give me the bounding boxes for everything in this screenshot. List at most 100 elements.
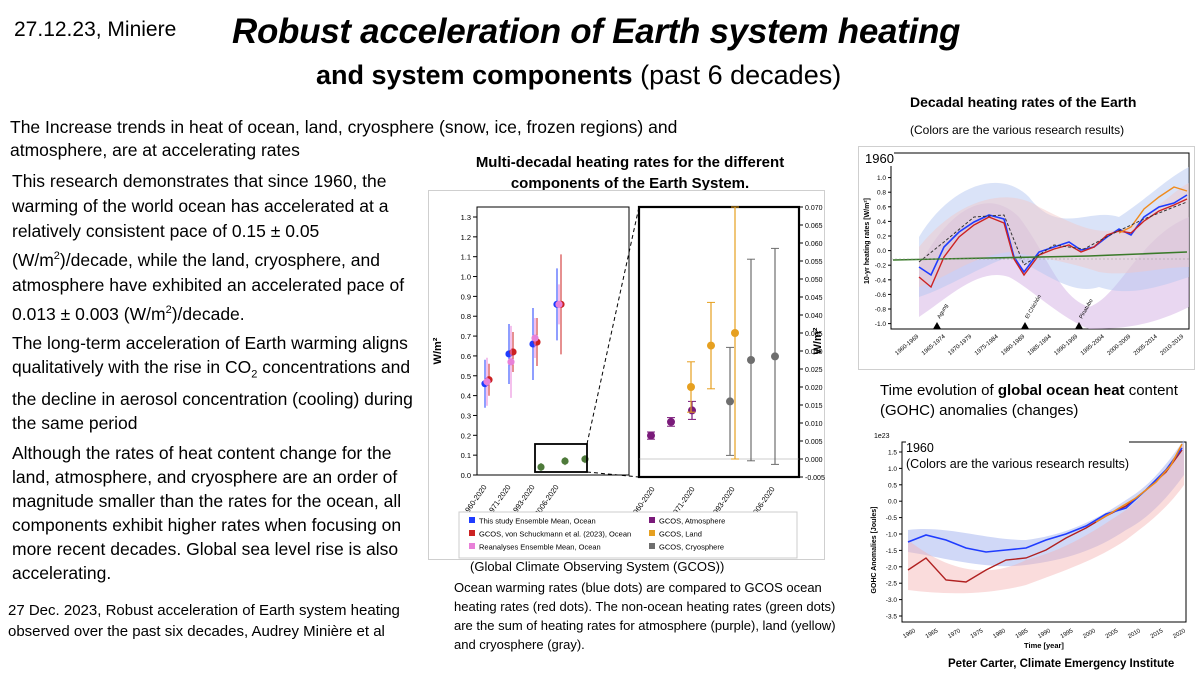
left-ytick-label: 0.4 xyxy=(461,392,471,401)
slide-title: Robust acceleration of Earth system heat… xyxy=(232,12,961,51)
decadal-line-dashed xyxy=(918,201,1188,266)
left-ytick-label: 0.0 xyxy=(461,471,471,480)
right-point xyxy=(687,383,695,391)
decadal-line-ocean xyxy=(918,194,1188,277)
zoom-line-bottom xyxy=(586,471,640,478)
left-ytick-label: 1.1 xyxy=(461,253,471,262)
volcano-marker-icon xyxy=(933,322,941,329)
legend-swatch xyxy=(469,517,475,523)
gohc-xtick-label: 2000 xyxy=(1082,628,1097,640)
right-ytick-label: 0.010 xyxy=(805,421,823,428)
gohc-xtick-label: 1970 xyxy=(947,628,962,640)
gohc-xtick-label: 2020 xyxy=(1172,628,1187,640)
legend-label: GCOS, Land xyxy=(659,530,702,539)
gohc-chart: 1e23 1.5 1.0 0.5 0.0 -0.5 -1.0 -1.5 -2.0 -2.5 -3.… xyxy=(871,433,1187,650)
gohc-xtick-label: 2015 xyxy=(1150,628,1165,640)
decadal-band-red xyxy=(919,183,1189,287)
gohc-xtick-label: 1995 xyxy=(1060,628,1075,640)
center-caption: Ocean warming rates (blue dots) are comp… xyxy=(454,580,836,652)
decadal-year-label: 1960 xyxy=(865,151,894,166)
decadal-ytick-label: 0.0 xyxy=(877,248,886,255)
gohc-xtick-label: 1990 xyxy=(1037,628,1052,640)
right-point xyxy=(667,417,675,426)
left-ytick-label: 1.3 xyxy=(461,213,471,222)
p1-c: )/decade. xyxy=(171,303,245,324)
p2-b: concentrations and the decline in aeroso… xyxy=(12,357,413,433)
decadal-xtick-label: 1965-1974 xyxy=(921,334,947,357)
legend-swatch xyxy=(649,543,655,549)
intro-text: The Increase trends in heat of ocean, la… xyxy=(10,117,678,160)
p1-b: )/decade, while the land, cryosphere, an… xyxy=(12,249,405,324)
right-ytick-label: 0.000 xyxy=(805,457,823,464)
gohc-title-bold: global ocean heat xyxy=(997,382,1125,399)
right-ytick-label: 0.060 xyxy=(805,241,823,248)
decadal-ytick-label: 1.0 xyxy=(877,175,886,182)
left-ytick-label: 1.2 xyxy=(461,233,471,242)
right-ytick-label: 0.015 xyxy=(805,403,823,410)
citation: 27 Dec. 2023, Robust acceleration of Ear… xyxy=(8,602,400,640)
p1-a: This research demonstrates that since 19… xyxy=(12,171,389,270)
left-ytick-label: 0.3 xyxy=(461,411,471,420)
right-point xyxy=(726,397,734,406)
gohc-ytick-label: 0.0 xyxy=(888,499,897,506)
decadal-ylabel: 10-yr heating rates [W/m²] xyxy=(864,198,871,284)
right-ytick-label: 0.070 xyxy=(805,205,823,212)
left-ytick-label: 1.0 xyxy=(461,273,471,282)
left-ytick-label: 0.7 xyxy=(461,332,471,341)
right-ytick-label: 0.065 xyxy=(805,223,823,230)
paragraph-ocean-rate: This research demonstrates that since 19… xyxy=(12,169,427,327)
decadal-band-blue xyxy=(919,167,1189,297)
decadal-xtick-label: 1980-1989 xyxy=(1000,334,1026,357)
gohc-ytick-label: 0.5 xyxy=(888,482,897,489)
legend-label: GCOS, Atmosphere xyxy=(659,517,725,526)
date-author: 27.12.23, Miniere xyxy=(14,18,177,41)
right-ytick-label: 0.030 xyxy=(805,349,823,356)
gohc-figure: 1e23 1.5 1.0 0.5 0.0 -0.5 -1.0 -1.5 -2.0 -2.5 -3.… xyxy=(866,430,1194,652)
legend-label: This study Ensemble Mean, Ocean xyxy=(479,517,596,526)
legend-label: GCOS, von Schuckmann et al. (2023), Ocea… xyxy=(479,530,631,539)
credit: Peter Carter, Climate Emergency Institut… xyxy=(948,658,1175,670)
gohc-xtick-label: 1965 xyxy=(925,628,940,640)
gohc-xtick-label: 1980 xyxy=(992,628,1007,640)
zoom-line-top xyxy=(586,206,640,445)
gohc-ytick-label: -2.5 xyxy=(886,581,898,588)
decadal-ytick-label: 0.6 xyxy=(877,204,886,211)
subtitle-rest: (past 6 decades) xyxy=(632,60,842,90)
gohc-year-label: 1960 (Colors are the various research re… xyxy=(906,440,1129,472)
right-ytick-label: 0.055 xyxy=(805,259,823,266)
decadal-line-reanalysis xyxy=(1118,186,1188,234)
right-ytick-label: 0.020 xyxy=(805,385,823,392)
gohc-line-orange xyxy=(1095,443,1183,523)
center-chart-title: Multi-decadal heating rates for the diff… xyxy=(475,154,785,192)
legend-label: Reanalyses Ensemble Mean, Ocean xyxy=(479,543,601,552)
right-point xyxy=(747,356,755,364)
slide-subtitle: and system components (past 6 decades) xyxy=(316,60,841,91)
left-point xyxy=(561,457,569,465)
decadal-chart: 1.21.00.80.60.40.20.0-0.2-0.4-0.6-0.8-1.… xyxy=(864,152,1190,357)
decadal-xtick-label: 1960-1969 xyxy=(894,334,920,357)
left-ylabel: W/m² xyxy=(432,337,444,364)
right-ytick-label: 0.025 xyxy=(805,367,823,374)
paragraph-acceleration: The long-term acceleration of Earth warm… xyxy=(12,331,427,435)
gohc-exponent: 1e23 xyxy=(874,433,890,440)
gohc-note: (Colors are the various research results… xyxy=(906,457,1129,471)
decadal-ytick-label: 0.4 xyxy=(877,219,886,226)
gohc-ytick-label: -2.0 xyxy=(886,564,898,571)
p1-sup: 2 xyxy=(53,250,60,262)
decadal-ytick-label: 0.2 xyxy=(877,234,886,241)
gohc-ytick-label: 1.0 xyxy=(888,466,897,473)
volcano-marker-icon xyxy=(1021,322,1029,329)
left-ytick-label: 0.2 xyxy=(461,431,471,440)
gohc-band-blue xyxy=(908,440,1184,567)
gohc-xtick-label: 2005 xyxy=(1105,628,1120,640)
right-point xyxy=(688,406,696,415)
decadal-line-gcos xyxy=(918,198,1188,289)
left-point xyxy=(555,300,563,308)
right-ytick-label: 0.050 xyxy=(805,277,823,284)
paragraph-components: Although the rates of heat content chang… xyxy=(12,443,402,583)
right-ytick-label: 0.040 xyxy=(805,313,823,320)
right-ylabel: W/m² xyxy=(812,327,824,354)
p2-a: The long-term acceleration of Earth warm… xyxy=(12,333,408,377)
left-point xyxy=(507,358,515,366)
legend-swatch xyxy=(469,543,475,549)
